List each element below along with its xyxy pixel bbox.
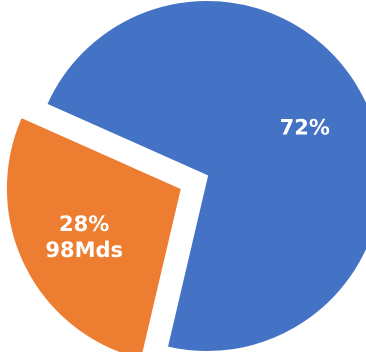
pie-slices: [4, 0, 366, 352]
pie-slice-1: [44, 0, 366, 352]
slice-2-percent-label: 28%: [59, 212, 109, 236]
pie-slice-2: [4, 115, 184, 352]
pie-labels: 72% 28%98Mds: [45, 115, 330, 261]
slice-1-percent-label: 72%: [280, 115, 330, 139]
slice-2-value-label: 98Mds: [45, 238, 123, 262]
